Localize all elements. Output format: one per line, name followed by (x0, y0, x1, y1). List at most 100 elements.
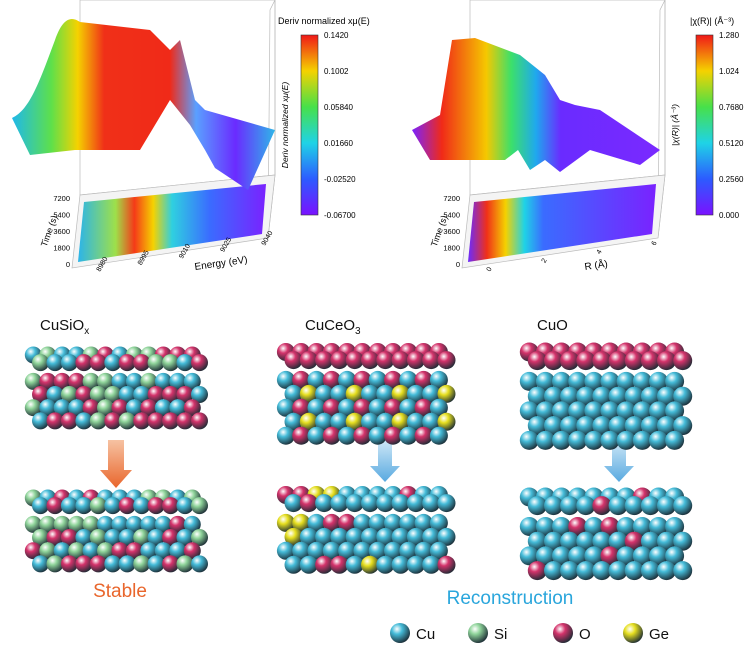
atom (284, 494, 303, 513)
atom (32, 386, 49, 403)
atom (552, 430, 571, 450)
atom (527, 351, 547, 371)
atom (429, 370, 448, 389)
atom (560, 351, 580, 371)
atom (649, 517, 668, 536)
atom (322, 398, 341, 417)
colorbar-tick-label: 0.000 (719, 211, 740, 220)
atom (162, 386, 180, 403)
atom (82, 515, 100, 533)
legend-swatch (390, 623, 410, 643)
atom (576, 496, 596, 516)
atom (111, 372, 129, 390)
atom (276, 426, 295, 445)
atom (361, 527, 379, 546)
formula-subscript: 3 (355, 326, 361, 337)
atom (406, 351, 425, 370)
atom (307, 426, 326, 445)
plot-left (12, 0, 276, 269)
atom (527, 416, 547, 436)
atom (616, 401, 636, 421)
atom (376, 351, 395, 370)
plot-right (412, 0, 666, 269)
atom (414, 426, 433, 445)
atom (39, 542, 57, 560)
atom (608, 496, 628, 516)
atom (24, 542, 42, 560)
atom (616, 517, 636, 536)
atom (406, 384, 425, 403)
atom (32, 529, 49, 546)
atom (376, 555, 395, 574)
atom (284, 527, 303, 546)
atom (576, 386, 596, 406)
atom (576, 531, 596, 551)
atom (299, 384, 318, 403)
atom (592, 416, 612, 436)
atom (133, 354, 151, 372)
time-tick-label: 1800 (443, 244, 460, 253)
time-tick-label: 0 (456, 260, 460, 269)
atom (68, 399, 86, 417)
atom (552, 401, 571, 421)
atom (640, 416, 660, 436)
atom (584, 546, 604, 566)
atom (162, 354, 180, 372)
atom (97, 399, 114, 417)
legend-label: Ge (649, 626, 669, 643)
atom (176, 354, 194, 372)
atom (673, 496, 693, 516)
atom (322, 426, 341, 445)
atom (657, 386, 676, 406)
atom (147, 386, 165, 403)
atom (345, 555, 364, 574)
atom (527, 496, 547, 516)
atom (53, 399, 71, 417)
atom (616, 546, 636, 566)
atom (68, 515, 86, 533)
atom (665, 401, 685, 421)
atom (97, 372, 114, 390)
atom (307, 398, 326, 417)
atom (169, 372, 187, 390)
atom (657, 531, 676, 551)
formula-base: CuCeO (305, 317, 355, 334)
atom (140, 515, 158, 533)
atom (68, 542, 86, 560)
atom (544, 531, 563, 551)
atom (384, 513, 402, 532)
atom (391, 527, 410, 546)
atom (384, 398, 402, 417)
atom (315, 555, 334, 574)
atom (176, 497, 194, 515)
atom (437, 494, 456, 513)
atom (368, 541, 387, 560)
colorbar-tick-label: 0.5120 (719, 139, 744, 148)
atom (183, 372, 201, 390)
atom (368, 513, 387, 532)
atom (519, 371, 539, 391)
atom (322, 513, 341, 532)
atom (368, 370, 387, 389)
atom (632, 517, 652, 536)
atom (391, 384, 410, 403)
atom (330, 494, 349, 513)
atom (624, 351, 644, 371)
atom (154, 399, 172, 417)
atom (657, 561, 676, 581)
atom (632, 371, 652, 391)
atom (422, 351, 441, 370)
atom (406, 494, 425, 513)
atom (104, 354, 122, 372)
atom (624, 561, 644, 581)
atom (191, 412, 208, 430)
atom (330, 384, 349, 403)
atom (544, 496, 563, 516)
atom (191, 529, 208, 546)
atom (429, 513, 448, 532)
atom (191, 497, 208, 515)
atom (89, 529, 107, 546)
atom (527, 531, 547, 551)
atom (162, 412, 180, 430)
atom (406, 555, 425, 574)
